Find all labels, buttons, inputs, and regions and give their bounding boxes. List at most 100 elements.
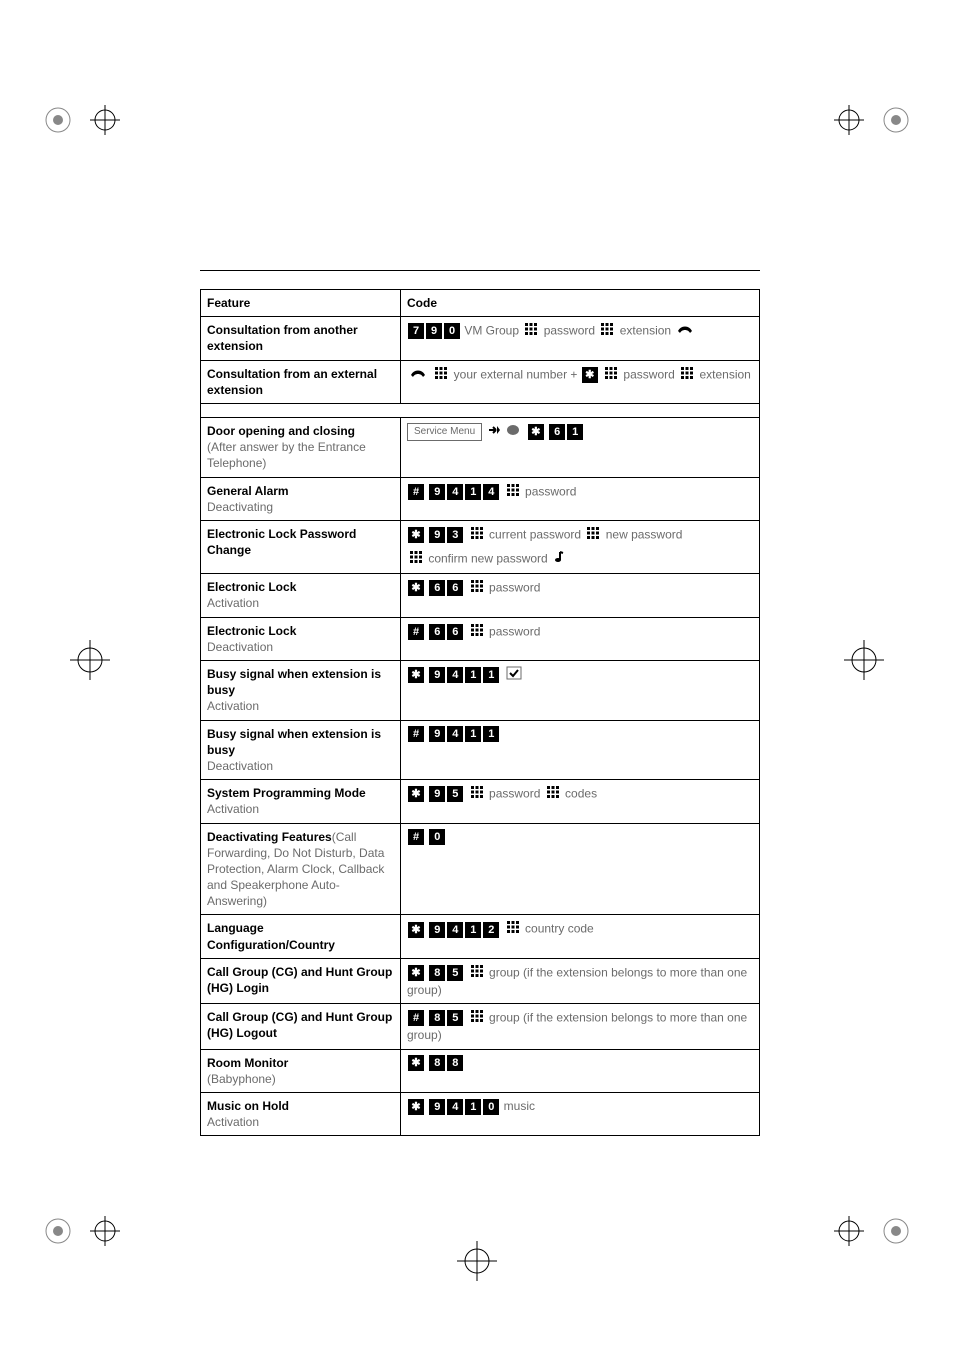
key-9: 9 [429,922,445,938]
key-6: 6 [447,580,463,596]
key-*: ✱ [408,527,424,543]
feature-cell: Language Configuration/Country [201,915,401,958]
key-7: 7 [408,323,424,339]
code-text: your external number + [450,367,580,381]
handset-down-icon [676,322,694,340]
code-cell: ✱ 95 password codes [401,780,760,823]
key-*: ✱ [408,667,424,683]
crop-mark-mid-right [834,620,914,700]
table-row: General AlarmDeactivating# 9414 password [201,477,760,520]
feature-cell: Electronic Lock Deactivation [201,617,401,660]
feature-subtitle: Activation [207,699,259,713]
crop-mark-bottom-right [834,1191,914,1271]
key-4: 4 [447,726,463,742]
feature-cell: Call Group (CG) and Hunt Group (HG) Logo… [201,1004,401,1049]
key-9: 9 [429,527,445,543]
key-6: 6 [549,424,565,440]
feature-title: Electronic Lock [207,624,296,638]
feature-subtitle: Deactivation [207,759,273,773]
table-row: Door opening and closing(After answer by… [201,417,760,477]
code-text: current password [486,527,585,541]
feature-title: Room Monitor [207,1056,288,1070]
table-row: Electronic LockActivation✱ 66 password [201,574,760,617]
feature-title: Electronic Lock Password Change [207,527,356,557]
feature-title: Music on Hold [207,1099,289,1113]
key-9: 9 [429,484,445,500]
crop-mark-bottom-left [40,1191,120,1271]
feature-cell: Consultation from an external extension [201,360,401,403]
feature-cell: Electronic LockActivation [201,574,401,617]
code-text: music [500,1099,535,1113]
code-text [500,667,503,681]
code-text [429,367,432,381]
key-*: ✱ [408,580,424,596]
key-4: 4 [447,1099,463,1115]
keypad-icon [506,483,520,501]
keypad-icon [470,623,484,641]
page-content: Feature Code Consultation from another e… [200,270,760,1136]
feature-title: Door opening and closing [207,424,355,438]
arrow-icon [487,423,501,441]
feature-cell: Call Group (CG) and Hunt Group (HG) Logi… [201,958,401,1003]
crop-mark-bottom-center [437,1221,517,1301]
code-text [425,1099,428,1113]
key-8: 8 [429,965,445,981]
feature-title: Deactivating Features [207,830,332,844]
key-9: 9 [429,667,445,683]
key-*: ✱ [408,786,424,802]
feature-cell: General AlarmDeactivating [201,477,401,520]
code-text [523,424,526,438]
key-4: 4 [447,922,463,938]
header-feature: Feature [201,290,401,317]
key-*: ✱ [408,1055,424,1071]
feature-title: System Programming Mode [207,786,366,800]
key-#: # [408,726,424,742]
code-text [425,786,428,800]
code-text [464,527,467,541]
key-2: 2 [483,922,499,938]
code-text [500,484,503,498]
keypad-icon [506,920,520,938]
key-9: 9 [426,323,442,339]
keypad-icon [470,579,484,597]
key-0: 0 [444,323,460,339]
feature-cell: Busy signal when extension is busy Deacti… [201,720,401,780]
feature-title: Busy signal when extension is busy [207,727,381,757]
code-text [425,484,428,498]
key-6: 6 [429,580,445,596]
feature-title: Call Group (CG) and Hunt Group (HG) Logo… [207,1010,392,1040]
feature-cell: Door opening and closing(After answer by… [201,417,401,477]
key-*: ✱ [408,1099,424,1115]
feature-subtitle: Activation [207,596,259,610]
keypad-icon [470,1009,484,1027]
code-text [464,581,467,595]
table-row: Room Monitor(Babyphone)✱ 88 [201,1049,760,1092]
key-*: ✱ [582,367,598,383]
code-text [425,1056,428,1070]
table-row: Consultation from another extension790 V… [201,317,760,360]
code-text: extension [616,323,674,337]
feature-cell: Busy signal when extension is busy Activa… [201,661,401,721]
keypad-icon [546,785,560,803]
table-row: System Programming ModeActivation✱ 95 pa… [201,780,760,823]
code-text: password [486,786,544,800]
key-6: 6 [447,624,463,640]
keypad-icon [434,366,448,384]
key-1: 1 [483,726,499,742]
table-row: Electronic LockDeactivation# 66 password [201,617,760,660]
key-4: 4 [483,484,499,500]
key-9: 9 [429,786,445,802]
code-text [464,786,467,800]
feature-subtitle: (Babyphone) [207,1072,276,1086]
code-text [599,367,602,381]
feature-cell: Room Monitor (Babyphone) [201,1049,401,1092]
code-cell: ✱ 66 password [401,574,760,617]
feature-cell: Music on HoldActivation [201,1092,401,1135]
key-1: 1 [465,667,481,683]
feature-subtitle: Deactivation [207,640,273,654]
code-text [482,424,485,438]
code-text: extension [696,367,751,381]
feature-title: Busy signal when extension is busy [207,667,381,697]
code-text: password [486,624,541,638]
table-body: Consultation from another extension790 V… [201,317,760,1136]
